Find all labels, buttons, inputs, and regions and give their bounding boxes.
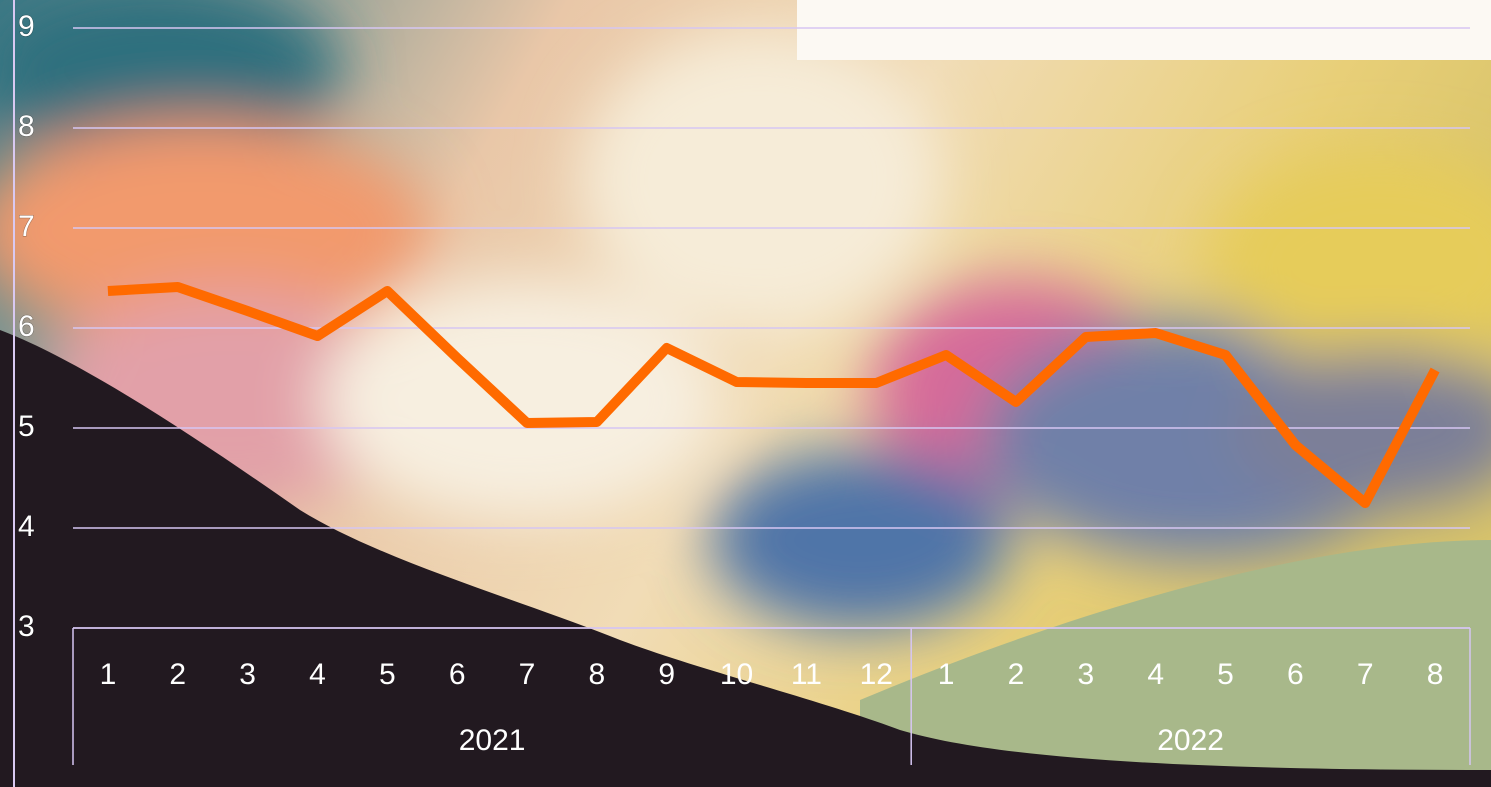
x-tick-label: 1 xyxy=(938,658,955,691)
x-tick-label: 9 xyxy=(658,658,675,691)
x-tick-label: 12 xyxy=(860,658,893,691)
x-tick-label: 11 xyxy=(791,658,822,691)
x-tick-label: 3 xyxy=(1077,658,1094,691)
plot-area xyxy=(107,282,1440,508)
x-tick-label: 10 xyxy=(720,658,753,691)
x-tick-label: 6 xyxy=(1287,658,1304,691)
x-tick-label: 3 xyxy=(239,658,256,691)
x-group-label: 2022 xyxy=(1157,724,1224,757)
x-tick-label: 4 xyxy=(1147,658,1164,691)
x-tick-label: 6 xyxy=(449,658,466,691)
y-tick-label: 8 xyxy=(18,110,35,143)
x-group-label: 2021 xyxy=(459,724,526,757)
x-tick-label: 2 xyxy=(1008,658,1025,691)
x-tick-label: 7 xyxy=(519,658,536,691)
x-tick-label: 8 xyxy=(589,658,606,691)
y-tick-label: 3 xyxy=(18,610,35,643)
x-tick-label: 7 xyxy=(1357,658,1374,691)
x-tick-label: 4 xyxy=(309,658,326,691)
series-line xyxy=(107,282,1440,508)
y-tick-label: 6 xyxy=(18,310,35,343)
x-tick-label: 8 xyxy=(1427,658,1444,691)
y-tick-label: 9 xyxy=(18,10,35,43)
y-tick-label: 5 xyxy=(18,410,35,443)
x-tick-label: 2 xyxy=(169,658,186,691)
x-tick-label: 5 xyxy=(379,658,396,691)
x-tick-label: 1 xyxy=(100,658,117,691)
y-tick-label: 7 xyxy=(18,210,35,243)
y-tick-label: 4 xyxy=(18,510,35,543)
x-tick-label: 5 xyxy=(1217,658,1234,691)
